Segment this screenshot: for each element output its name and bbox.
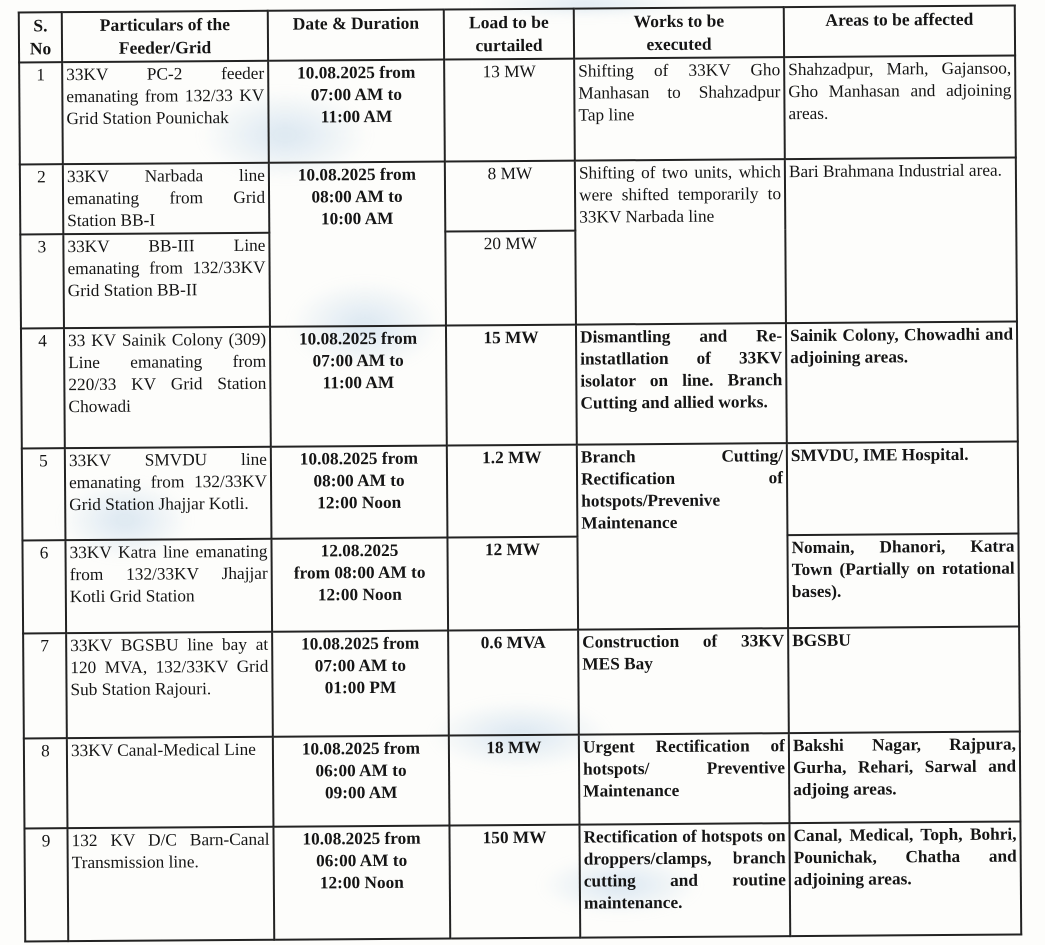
row2-sno: 2 xyxy=(19,163,64,235)
row5-6-works: Branch Cutting/ Rectification of hotspot… xyxy=(576,443,789,630)
header-areas: Areas to be affected xyxy=(783,5,1016,57)
table-row: 5 33KV SMVDU line emanating from 132/33K… xyxy=(21,441,1019,630)
header-works: Works to be executed xyxy=(573,7,785,59)
row7-particulars: 33KV BGSBU line bay at 120 MVA, 132/33KV… xyxy=(66,631,273,739)
row9-load: 150 MW xyxy=(449,824,581,939)
table-row: 8 33KV Canal-Medical Line 10.08.2025 fro… xyxy=(23,731,1021,829)
row6-sno: 6 xyxy=(22,540,67,634)
row2-3-works: Shifting of two units, which were shifte… xyxy=(574,158,786,325)
row5-date: 10.08.2025 from 08:00 AM to 12:00 Noon xyxy=(270,445,448,539)
row5-areas: SMVDU, IME Hospital. xyxy=(786,441,1019,536)
row3-load: 20 MW xyxy=(445,230,576,326)
row7-areas: BGSBU xyxy=(788,626,1020,734)
row4-particulars: 33 KV Sainik Colony (309) Line emanating… xyxy=(63,326,271,449)
row4-areas: Sainik Colony, Chowadhi and adjoining ar… xyxy=(785,321,1018,444)
row9-works: Rectification of hotspots on droppers/cl… xyxy=(579,823,791,938)
row2-particulars: 33KV Narbada line emanating from Grid St… xyxy=(62,162,270,235)
table-header-row: S. No Particulars of the Feeder/Grid Dat… xyxy=(18,5,1016,62)
row1-areas: Shahzadpur, Marh, Gajansoo, Gho Manhasan… xyxy=(784,55,1016,159)
row5-sno: 5 xyxy=(21,448,66,541)
row4-date: 10.08.2025 from 07:00 AM to 11:00 AM xyxy=(269,325,447,447)
row4-load: 15 MW xyxy=(445,324,577,446)
row6-particulars: 33KV Katra line emanating from 132/33KV … xyxy=(65,538,273,634)
row6-load: 12 MW xyxy=(447,536,579,631)
row9-particulars: 132 KV D/C Barn-Canal Transmission line. xyxy=(67,826,275,942)
row9-sno: 9 xyxy=(24,828,69,942)
row8-particulars: 33KV Canal-Medical Line xyxy=(66,736,274,829)
table-row: 7 33KV BGSBU line bay at 120 MVA, 132/33… xyxy=(23,626,1020,739)
row8-sno: 8 xyxy=(23,738,68,829)
row3-sno: 3 xyxy=(20,234,64,329)
row7-date: 10.08.2025 from 07:00 AM to 01:00 PM xyxy=(272,630,449,737)
table-row: 4 33 KV Sainik Colony (309) Line emanati… xyxy=(20,321,1018,449)
row8-load: 18 MW xyxy=(448,734,580,826)
row9-date: 10.08.2025 from 06:00 AM to 12:00 Noon xyxy=(273,825,451,940)
row8-works: Urgent Rectification of hotspots/ Preven… xyxy=(578,733,790,825)
row8-areas: Bakshi Nagar, Rajpura, Gurha, Rehari, Sa… xyxy=(788,731,1021,824)
row8-date: 10.08.2025 from 06:00 AM to 09:00 AM xyxy=(272,735,450,827)
row6-areas: Nomain, Dhanori, Katra Town (Partially o… xyxy=(787,533,1020,629)
row5-particulars: 33KV SMVDU line emanating from 132/33KV … xyxy=(64,446,272,541)
row7-load: 0.6 MVA xyxy=(448,629,579,736)
row3-particulars: 33KV BB-III Line emanating from 132/33KV… xyxy=(63,232,270,329)
row1-sno: 1 xyxy=(19,61,63,164)
outage-schedule-table: S. No Particulars of the Feeder/Grid Dat… xyxy=(18,5,1022,943)
row4-works: Dismantling and Re-instatllation of 33KV… xyxy=(575,323,787,445)
row6-date: 12.08.2025 from 08:00 AM to 12:00 Noon xyxy=(271,537,449,632)
header-particulars: Particulars of the Feeder/Grid xyxy=(61,10,269,62)
table-row: 9 132 KV D/C Barn-Canal Transmission lin… xyxy=(24,821,1022,942)
row4-sno: 4 xyxy=(20,328,65,449)
header-date-duration: Date & Duration xyxy=(267,9,445,61)
table-row: 2 33KV Narbada line emanating from Grid … xyxy=(19,157,1017,327)
row2-load: 8 MW xyxy=(444,160,576,232)
row5-load: 1.2 MW xyxy=(446,444,578,538)
row2-3-areas: Bari Brahmana Industrial area. xyxy=(784,157,1017,324)
row2-3-date: 10.08.2025 from 08:00 AM to 10:00 AM xyxy=(268,161,446,327)
row1-load: 13 MW xyxy=(444,58,575,162)
header-load: Load to be curtailed xyxy=(443,8,575,60)
row9-areas: Canal, Medical, Toph, Bohri, Pounichak, … xyxy=(789,821,1022,936)
row7-works: Construction of 33KV MES Bay xyxy=(578,628,789,735)
row1-date: 10.08.2025 from 07:00 AM to 11:00 AM xyxy=(268,59,445,163)
row1-works: Shifting of 33KV Gho Manhasan to Shahzad… xyxy=(574,56,785,161)
row7-sno: 7 xyxy=(23,633,67,739)
table-row: 6 33KV Katra line emanating from 132/33K… xyxy=(22,533,1020,634)
table-row: 1 33KV PC-2 feeder emanating from 132/33… xyxy=(19,55,1016,164)
header-sno: S. No xyxy=(18,12,63,62)
row1-particulars: 33KV PC-2 feeder emanating from 132/33 K… xyxy=(62,60,269,164)
